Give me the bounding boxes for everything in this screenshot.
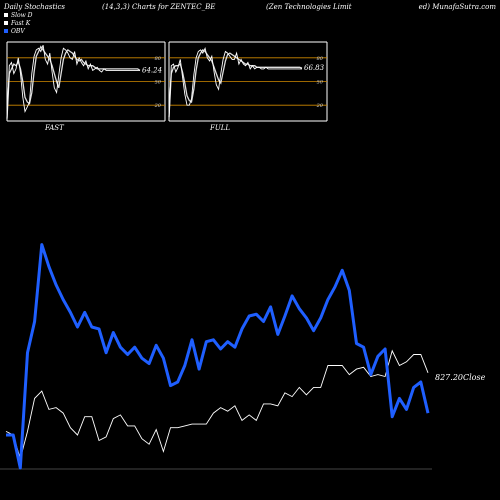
close-price-label: 827.20Close <box>435 373 486 382</box>
full-tick-label: 20 <box>316 103 324 109</box>
header-title-left: Daily Stochastics <box>3 3 65 11</box>
legend-swatch-obv <box>4 29 8 33</box>
fast-panel-label: FAST <box>44 124 65 132</box>
obv-close-panel: 827.20Close <box>0 243 486 470</box>
series-close <box>5 349 429 461</box>
fast-last-value: 64.24 <box>142 66 162 74</box>
header-site: ed) MunafaSutra.com <box>419 3 497 11</box>
fast-tick-label: 50 <box>155 80 162 86</box>
series-obv <box>6 243 430 470</box>
legend-label-obv: OBV <box>11 28 25 35</box>
fast-stochastic-panel: 20 50 80 64.24 FAST <box>6 41 166 132</box>
full-panel-label: FULL <box>209 124 230 132</box>
header-title-mid: (14,3,3) Charts for ZENTEC_BE <box>102 3 215 11</box>
full-series-fast-k <box>168 46 302 122</box>
fast-tick-label: 20 <box>154 103 162 109</box>
legend-label-slow-d: Slow D <box>11 12 33 19</box>
full-tick-label: 80 <box>317 56 324 62</box>
legend-swatch-fast-k <box>4 21 8 25</box>
legend-swatch-slow-d <box>4 13 8 17</box>
header-title-right: (Zen Technologies Limit <box>266 3 352 11</box>
fast-tick-label: 80 <box>155 56 162 62</box>
legend-label-fast-k: Fast K <box>10 20 31 27</box>
full-tick-label: 50 <box>317 80 324 86</box>
full-stochastic-panel: 20 50 80 66.83 FULL <box>168 41 328 132</box>
fast-series-fast-k <box>6 45 140 122</box>
full-last-value: 66.83 <box>304 64 325 72</box>
legend: Slow D Fast K OBV <box>4 12 33 35</box>
